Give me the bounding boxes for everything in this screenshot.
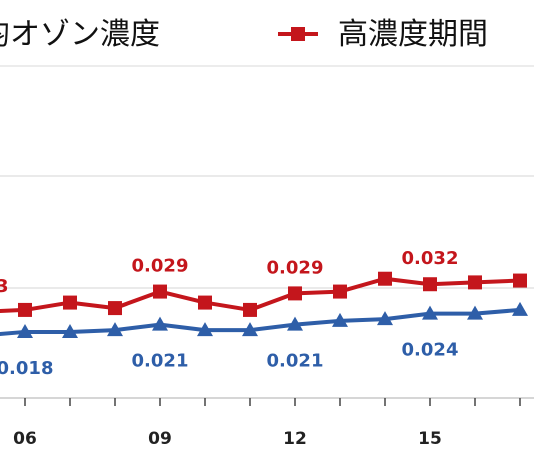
data-point-0 (332, 312, 348, 327)
data-point-1 (378, 271, 392, 286)
data-label-0: 0.024 (402, 340, 459, 361)
legend-marker-high (291, 27, 305, 41)
data-label-1: 0.029 (132, 256, 189, 277)
data-point-1 (243, 302, 257, 317)
legend-label-high: 高濃度期間 (338, 17, 488, 52)
x-ticks: 06 09 12 15 (13, 398, 521, 449)
data-point-0 (197, 322, 213, 337)
x-tick-label: 09 (148, 429, 172, 449)
data-point-1 (513, 273, 527, 288)
data-point-1 (468, 275, 482, 290)
series-layer: 0.018 0.021 0.021 0.024 0.023 0.029 0.029 0.032 (0, 248, 528, 379)
x-tick-label: 15 (418, 429, 442, 449)
x-tick-label: 06 (13, 429, 37, 449)
legend: 均オゾン濃度 高濃度期間 (0, 17, 488, 52)
data-point-0 (62, 323, 78, 338)
data-point-1 (108, 301, 122, 316)
data-point-1 (18, 302, 32, 317)
data-point-0 (242, 322, 258, 337)
data-label-1: 0.032 (402, 248, 459, 269)
data-point-0 (287, 316, 303, 331)
data-point-1 (423, 277, 437, 292)
data-label-0: 0.018 (0, 358, 53, 379)
series-line-1 (0, 276, 521, 313)
data-point-1 (333, 284, 347, 299)
data-point-1 (198, 295, 212, 310)
data-label-1: 0.023 (0, 276, 8, 297)
data-label-1: 0.029 (267, 257, 324, 278)
data-point-1 (288, 286, 302, 301)
data-point-0 (107, 322, 123, 337)
x-tick-label: 12 (283, 429, 307, 449)
data-point-0 (422, 305, 438, 320)
series-line-0 (0, 307, 521, 336)
data-point-0 (17, 323, 33, 338)
data-point-0 (377, 311, 393, 326)
data-point-1 (153, 284, 167, 299)
data-point-1 (63, 295, 77, 310)
data-point-0 (152, 316, 168, 331)
data-point-0 (512, 301, 528, 316)
data-label-0: 0.021 (132, 351, 189, 372)
legend-label-average: 均オゾン濃度 (0, 17, 160, 52)
data-point-0 (467, 305, 483, 320)
data-label-0: 0.021 (267, 351, 324, 372)
